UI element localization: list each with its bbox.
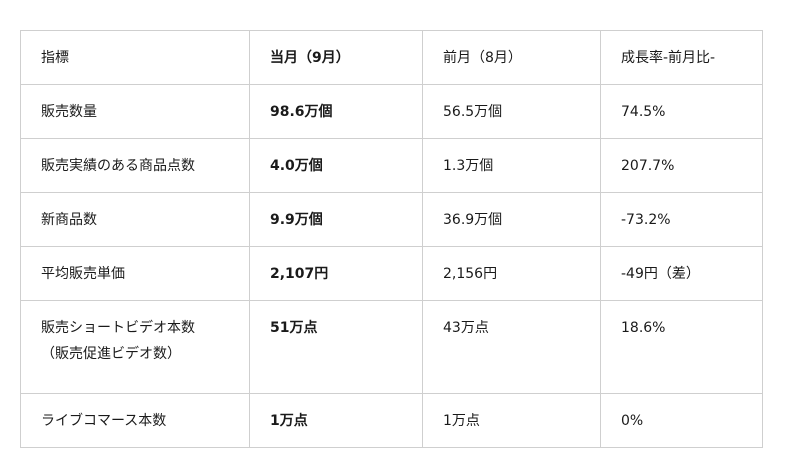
table-cell: 1.3万個 <box>422 138 601 193</box>
table-cell: 43万点 <box>422 300 601 394</box>
column-header: 前月（8月） <box>422 30 601 85</box>
table-cell: 74.5% <box>600 84 763 139</box>
table-cell: -49円（差） <box>600 246 763 301</box>
table-cell: -73.2% <box>600 192 763 247</box>
table-row: 新商品数 9.9万個 36.9万個 -73.2% <box>20 192 763 247</box>
table-cell: 1万点 <box>422 393 601 448</box>
table-cell: 51万点 <box>249 300 423 394</box>
table-cell: 1万点 <box>249 393 423 448</box>
table-cell: 36.9万個 <box>422 192 601 247</box>
table-cell: 9.9万個 <box>249 192 423 247</box>
table-header-row: 指標 当月（9月） 前月（8月） 成長率-前月比- <box>20 30 763 85</box>
table-row: 販売ショートビデオ本数 （販売促進ビデオ数） 51万点 43万点 18.6% <box>20 300 763 394</box>
table-cell: 18.6% <box>600 300 763 394</box>
table-row: ライブコマース本数 1万点 1万点 0% <box>20 393 763 448</box>
table-row: 販売実績のある商品点数 4.0万個 1.3万個 207.7% <box>20 138 763 193</box>
table-cell: 56.5万個 <box>422 84 601 139</box>
table-cell: ライブコマース本数 <box>20 393 250 448</box>
table-cell: 平均販売単価 <box>20 246 250 301</box>
table-cell: 0% <box>600 393 763 448</box>
table-row: 平均販売単価 2,107円 2,156円 -49円（差） <box>20 246 763 301</box>
table-cell: 4.0万個 <box>249 138 423 193</box>
table-cell: 98.6万個 <box>249 84 423 139</box>
table-row: 販売数量 98.6万個 56.5万個 74.5% <box>20 84 763 139</box>
table-cell: 販売ショートビデオ本数 （販売促進ビデオ数） <box>20 300 250 394</box>
table-cell: 販売数量 <box>20 84 250 139</box>
table-cell: 2,107円 <box>249 246 423 301</box>
table-cell: 207.7% <box>600 138 763 193</box>
metrics-table: 指標 当月（9月） 前月（8月） 成長率-前月比- 販売数量 98.6万個 56.5万個 74… <box>20 30 763 448</box>
column-header: 当月（9月） <box>249 30 423 85</box>
column-header: 成長率-前月比- <box>600 30 763 85</box>
column-header: 指標 <box>20 30 250 85</box>
table-cell: 販売実績のある商品点数 <box>20 138 250 193</box>
table-cell: 新商品数 <box>20 192 250 247</box>
table-cell: 2,156円 <box>422 246 601 301</box>
